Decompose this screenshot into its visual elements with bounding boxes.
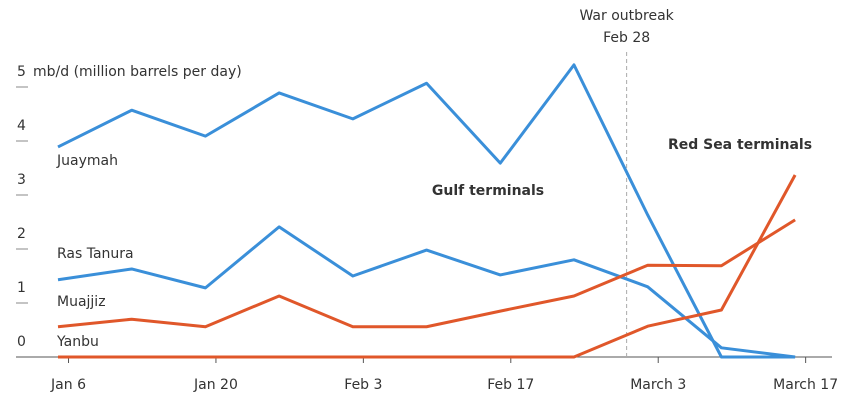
x-tick-label: Jan 20	[193, 377, 238, 393]
x-tick-label: March 3	[630, 377, 686, 393]
x-tick-label: Feb 17	[487, 377, 534, 393]
event-date: Feb 28	[603, 30, 650, 46]
y-axis-label: mb/d (million barrels per day)	[33, 64, 242, 80]
series-label: Ras Tanura	[57, 246, 134, 262]
series-line	[57, 225, 796, 359]
y-tick-label: 0	[17, 334, 26, 350]
x-tick-label: Feb 3	[344, 377, 382, 393]
y-tick-label: 2	[17, 226, 26, 242]
x-tick-label: March 17	[773, 377, 838, 393]
annotation: Gulf terminals	[432, 183, 544, 199]
series-line	[57, 218, 796, 329]
annotation: Red Sea terminals	[668, 137, 812, 153]
y-tick-label: 5	[17, 64, 26, 80]
series-label: Juaymah	[56, 153, 118, 169]
series-line	[57, 63, 796, 359]
y-tick-label: 3	[17, 172, 26, 188]
event-label: War outbreak	[579, 8, 674, 24]
series-label: Muajjiz	[57, 294, 106, 310]
x-tick-label: Jan 6	[50, 377, 86, 393]
series-label: Yanbu	[56, 334, 99, 350]
y-tick-label: 4	[17, 118, 26, 134]
series-line	[57, 174, 797, 359]
y-tick-label: 1	[17, 280, 26, 296]
